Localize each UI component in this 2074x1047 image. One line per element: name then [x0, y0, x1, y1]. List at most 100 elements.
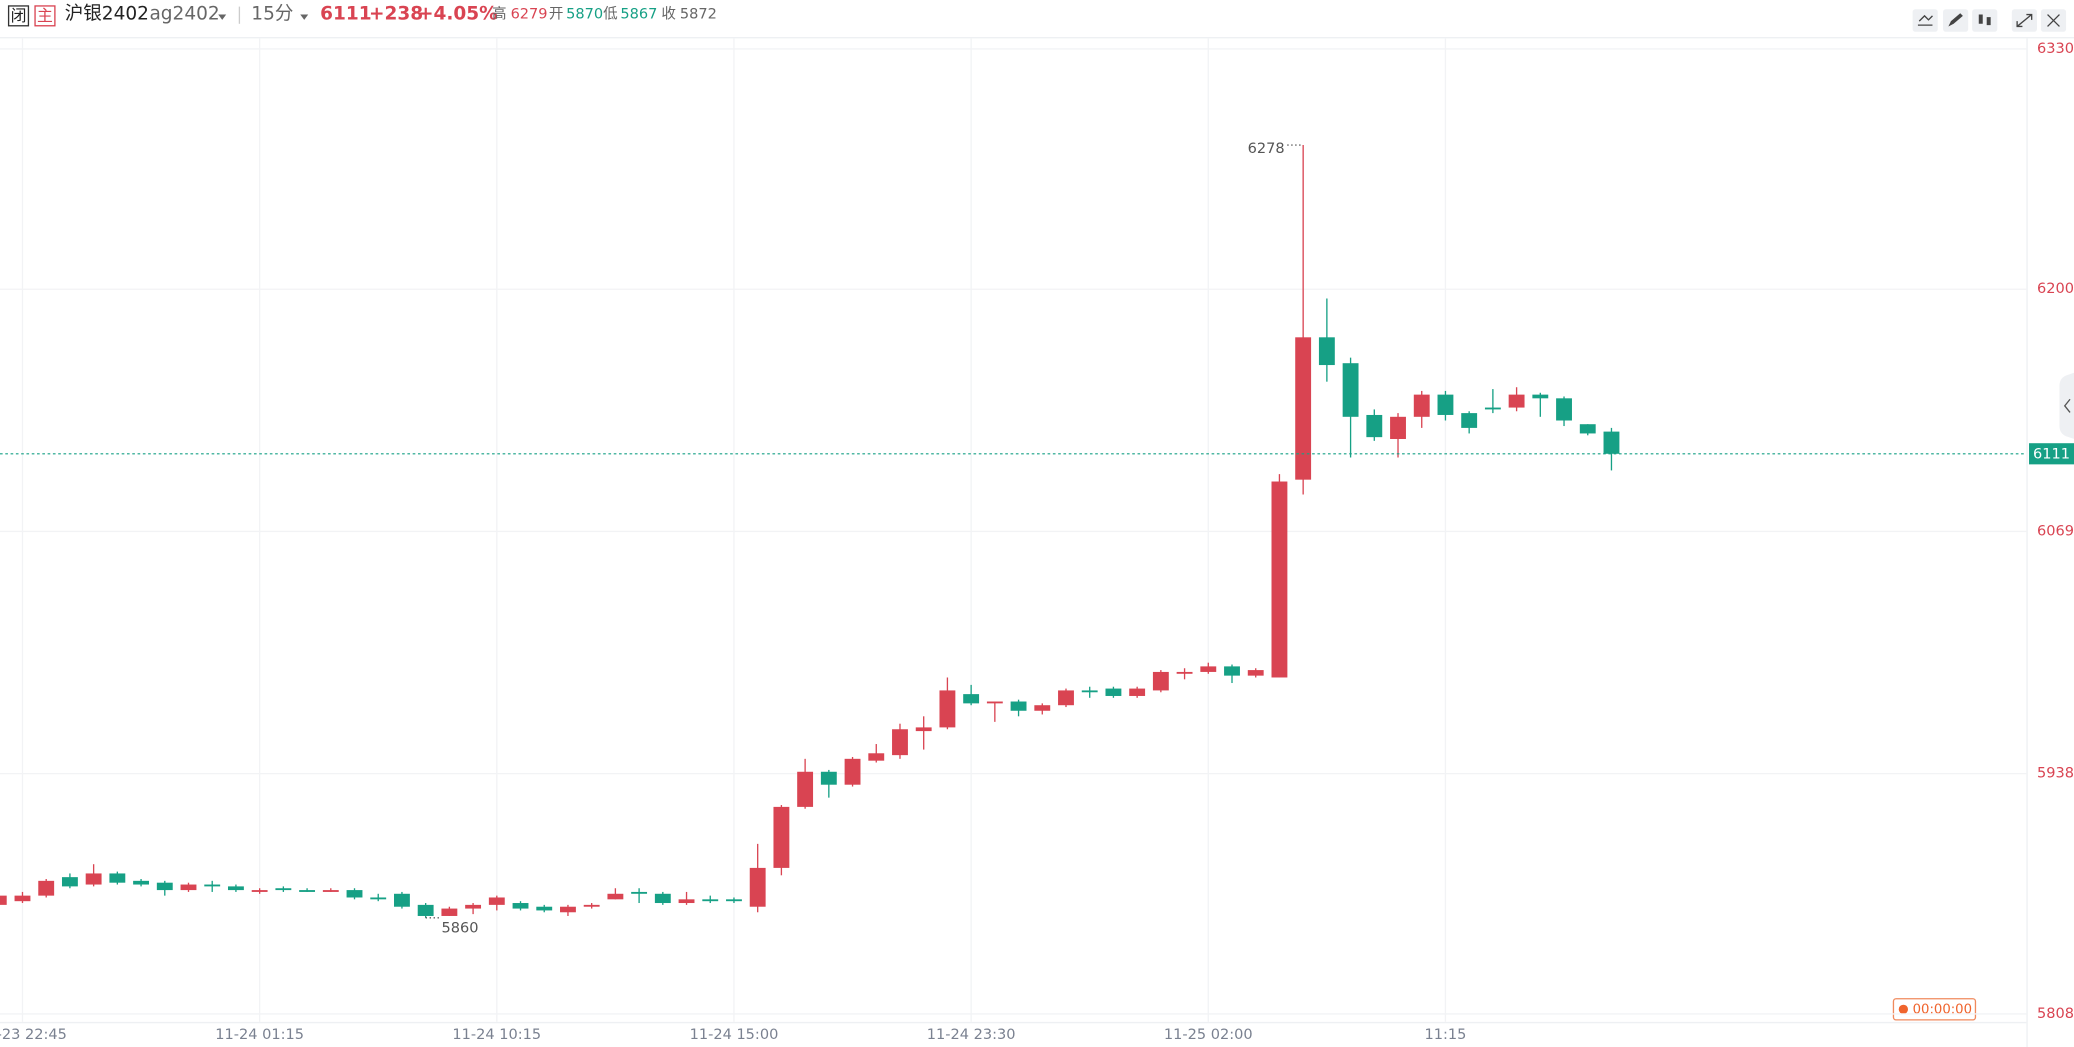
close-badge-box[interactable] — [7, 5, 30, 27]
candle-body — [417, 904, 434, 916]
low-label: 低 — [603, 6, 618, 23]
candle-body — [1247, 670, 1264, 676]
open-label: 开 — [549, 7, 564, 23]
candle-body — [939, 690, 956, 728]
icon — [1917, 14, 1933, 26]
change-pct: +4.05% — [418, 4, 498, 25]
candle-body — [1129, 688, 1146, 696]
candle-body — [678, 899, 695, 904]
candle-body — [346, 890, 363, 898]
candle-body — [0, 895, 7, 905]
dropdown-arrow[interactable] — [218, 14, 227, 20]
candle-body — [963, 694, 980, 704]
candle-body — [986, 701, 1003, 704]
icon — [2016, 13, 2033, 28]
close-value: 5872 — [680, 7, 717, 23]
instrument-name: 沪银2402 — [65, 4, 149, 25]
candle-body — [1461, 413, 1478, 428]
candle-body — [1437, 394, 1454, 415]
candle-body — [1176, 671, 1193, 674]
candle-body — [820, 771, 837, 785]
candle-body — [773, 806, 790, 868]
dropdown-arrow[interactable] — [300, 14, 309, 20]
instrument-code[interactable]: ag2402 — [149, 4, 219, 25]
candle-body — [251, 890, 268, 892]
candle-body — [1508, 394, 1525, 408]
candle-body — [702, 899, 719, 902]
candle-body — [465, 904, 482, 909]
max-label: 6278 — [1248, 141, 1285, 157]
candle-body — [1603, 431, 1620, 454]
candle-body — [749, 867, 766, 907]
candle-body — [1342, 363, 1359, 417]
x-tick-label: 11-25 02:00 — [1164, 1027, 1253, 1043]
x-tick-label: 11:15 — [1424, 1027, 1466, 1043]
close-label: 收 — [661, 6, 676, 23]
candle-body — [892, 729, 908, 756]
x-tick-label: 11-23 22:45 — [0, 1027, 67, 1043]
candle-body — [536, 906, 553, 911]
candle-body — [275, 888, 292, 891]
candle-body — [299, 890, 316, 892]
candle-body — [488, 897, 505, 905]
candle-body — [1034, 705, 1051, 711]
candle-body — [1295, 337, 1312, 480]
y-tick-label: 6069 — [2037, 523, 2074, 539]
chevron — [2063, 398, 2071, 413]
candle-body — [1366, 414, 1383, 438]
last-price-label: 6111 — [2033, 446, 2070, 462]
x-tick-label: 11-24 10:15 — [452, 1027, 541, 1043]
candle-body — [1413, 394, 1430, 417]
candle-body — [583, 904, 600, 907]
candle-body — [631, 891, 648, 894]
candle-body — [441, 908, 458, 916]
high-value: 6279 — [511, 7, 548, 23]
y-tick-label: 6200 — [2037, 281, 2074, 297]
last-price-box — [2029, 443, 2074, 465]
toolbar — [1912, 9, 2067, 32]
candle-body — [1579, 424, 1596, 434]
candle-body — [322, 890, 339, 892]
clock-icon — [1898, 1004, 1909, 1014]
open-value: 5870 — [566, 7, 603, 23]
change: +238 — [369, 4, 423, 25]
indicator-button[interactable] — [1912, 9, 1938, 32]
low-value: 5867 — [620, 7, 657, 23]
candle-body — [1105, 688, 1122, 696]
candle-body — [607, 893, 624, 900]
side-panel-tab[interactable] — [2059, 372, 2074, 439]
candle-body — [156, 882, 173, 891]
candle-body — [1390, 416, 1406, 439]
main-badge[interactable]: 主 — [37, 6, 53, 25]
candle-body — [797, 771, 814, 807]
candle-body — [227, 886, 244, 891]
candle-body — [14, 895, 31, 902]
min-label: 5860 — [442, 920, 479, 936]
icon — [1978, 14, 1991, 26]
candle-body — [1152, 671, 1169, 691]
countdown: 00:00:00 — [1913, 1002, 1972, 1017]
candle-body — [1200, 666, 1217, 672]
candle-body — [560, 906, 576, 913]
candle-body — [61, 877, 78, 887]
candle-body — [394, 893, 410, 907]
candle-body — [844, 758, 861, 785]
main-badge-box[interactable] — [34, 5, 56, 27]
candle-body — [1081, 690, 1098, 693]
candle-body — [1556, 398, 1572, 421]
candle-body — [1224, 666, 1240, 676]
high-label: 高 — [492, 6, 507, 23]
candle-body — [1532, 394, 1549, 399]
x-tick-label: 11-24 15:00 — [690, 1027, 779, 1043]
candle-body — [1484, 407, 1501, 410]
x-tick-label: 11-24 23:30 — [927, 1027, 1016, 1043]
candle-type-button[interactable] — [1972, 9, 1998, 32]
period[interactable]: 15分 — [251, 4, 293, 25]
y-tick-label: 5808 — [2037, 1006, 2074, 1022]
close-badge[interactable]: 闭 — [11, 6, 27, 25]
candle-body — [38, 880, 55, 896]
y-tick-label: 6330 — [2037, 41, 2074, 57]
